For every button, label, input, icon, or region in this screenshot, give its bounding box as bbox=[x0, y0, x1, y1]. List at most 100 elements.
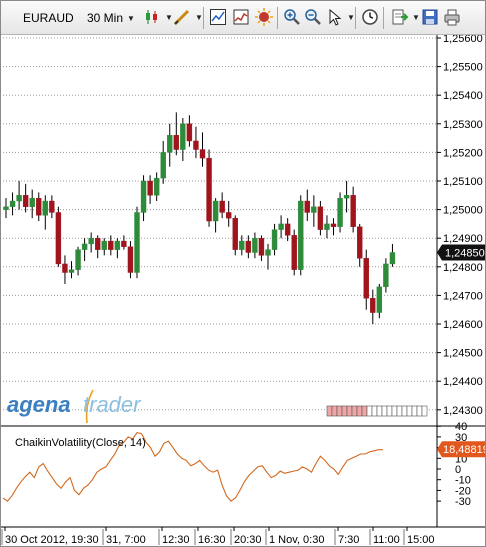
instrument-label: EURAUD bbox=[23, 11, 74, 25]
meter-cell bbox=[401, 405, 408, 417]
candle-body bbox=[212, 200, 219, 222]
indicator-icon[interactable] bbox=[232, 8, 250, 26]
candle-body bbox=[324, 223, 330, 230]
time-tick-label: 7:30 bbox=[338, 534, 359, 546]
time-tick-label: 15:00 bbox=[407, 534, 435, 546]
candle-body bbox=[55, 212, 62, 265]
logo-text-secondary: trader bbox=[83, 392, 142, 417]
price-tick-label: 1,25300 bbox=[443, 119, 483, 131]
price-chart[interactable]: 1,25600 1,25500 1,25400 1,25300 1,25200 1,251… bbox=[1, 35, 485, 546]
candle-body bbox=[376, 286, 383, 313]
meter-cell bbox=[351, 405, 358, 417]
zoom-in-icon[interactable] bbox=[283, 8, 301, 26]
chevron-down-icon[interactable]: ▼ bbox=[412, 13, 420, 22]
meter-cell bbox=[391, 405, 398, 417]
indicator-tick-label: 0 bbox=[455, 464, 461, 476]
print-icon[interactable] bbox=[443, 8, 461, 26]
candle-body bbox=[258, 237, 265, 256]
candle-body bbox=[225, 212, 232, 219]
time-tick-label: 20:30 bbox=[234, 534, 262, 546]
time-tick-label: 11:00 bbox=[373, 534, 400, 546]
candle-body bbox=[219, 200, 225, 213]
meter-cell bbox=[371, 405, 378, 417]
candle-body bbox=[9, 200, 16, 207]
price-tick-label: 1,24800 bbox=[443, 262, 483, 274]
indicator-title: ChaikinVolatility(Close, 14) bbox=[15, 437, 146, 449]
indicator-tick-label: 30 bbox=[455, 432, 467, 444]
grid-lines bbox=[3, 37, 437, 411]
chart-toolbar: EURAUD 30 Min ▼ ▼ ▼ bbox=[1, 1, 485, 35]
chevron-down-icon[interactable]: ▼ bbox=[347, 13, 355, 22]
candle-body bbox=[271, 229, 278, 250]
timeframe-selector[interactable]: 30 Min ▼ bbox=[87, 7, 135, 29]
clock-icon[interactable] bbox=[361, 8, 379, 26]
candle-body bbox=[62, 263, 68, 273]
candle-body bbox=[127, 246, 134, 273]
indicator-value-flag bbox=[437, 441, 485, 458]
chevron-down-icon[interactable]: ▼ bbox=[165, 13, 173, 22]
volume-meter bbox=[326, 405, 428, 417]
price-tick-label: 1,24500 bbox=[443, 348, 483, 360]
price-tick-label: 1,25200 bbox=[443, 147, 483, 159]
meter-cell bbox=[376, 405, 383, 417]
candle-body bbox=[140, 180, 147, 213]
zoom-out-icon[interactable] bbox=[304, 8, 322, 26]
candle-body bbox=[245, 240, 252, 253]
price-tick-label: 1,25600 bbox=[443, 35, 483, 45]
price-tick-label: 1,25100 bbox=[443, 176, 483, 188]
cursor-icon[interactable] bbox=[327, 8, 345, 26]
candle-body bbox=[75, 249, 81, 270]
instrument-selector[interactable]: EURAUD bbox=[23, 7, 74, 29]
candle-body bbox=[311, 206, 317, 213]
candle-body bbox=[88, 237, 94, 245]
chevron-down-icon[interactable]: ▼ bbox=[195, 13, 203, 22]
meter-cell bbox=[326, 405, 333, 417]
chart-properties-icon[interactable] bbox=[209, 8, 227, 26]
export-icon[interactable] bbox=[391, 8, 409, 26]
candle-body bbox=[108, 240, 114, 250]
candle-body bbox=[167, 135, 173, 153]
candle-body bbox=[317, 206, 324, 230]
meter-cell bbox=[331, 405, 338, 417]
meter-cell bbox=[336, 405, 343, 417]
candle-body bbox=[363, 258, 369, 299]
chevron-down-icon: ▼ bbox=[127, 13, 135, 23]
drawing-pen-icon[interactable] bbox=[173, 8, 191, 26]
candle-body bbox=[383, 263, 389, 288]
candle-body bbox=[284, 223, 291, 236]
meter-cell bbox=[346, 405, 353, 417]
candle-body bbox=[389, 252, 396, 265]
candle-type-icon[interactable] bbox=[143, 8, 161, 26]
meter-cell bbox=[366, 405, 373, 417]
time-tick-label: 30 Oct 2012, 19:30 bbox=[5, 534, 99, 546]
candle-body bbox=[193, 140, 199, 150]
indicator-tick-label: -10 bbox=[455, 475, 471, 487]
candle-body bbox=[121, 240, 127, 247]
candle-body bbox=[357, 226, 363, 259]
price-tick-label: 1,24900 bbox=[443, 233, 483, 245]
indicator-value-label: 18,48819 bbox=[443, 444, 485, 456]
meter-cell bbox=[416, 405, 423, 417]
candle-body bbox=[337, 197, 343, 227]
save-icon[interactable] bbox=[421, 8, 439, 26]
candle-body bbox=[94, 237, 101, 250]
meter-cell bbox=[411, 405, 418, 417]
candle-body bbox=[232, 217, 238, 250]
signal-icon[interactable] bbox=[255, 8, 273, 26]
candle-body bbox=[370, 298, 376, 313]
time-tick-label: 1 Nov, 0:30 bbox=[269, 534, 324, 546]
candle-body bbox=[134, 212, 140, 273]
candle-body bbox=[330, 223, 337, 227]
time-tick-label: 31, 7:00 bbox=[106, 534, 146, 546]
meter-cell bbox=[386, 405, 393, 417]
meter-cell bbox=[406, 405, 413, 417]
meter-cell bbox=[356, 405, 363, 417]
chaikin-volatility-line bbox=[2, 431, 383, 502]
candle-body bbox=[49, 200, 55, 213]
logo-text-primary: agena bbox=[7, 392, 71, 417]
candle-body bbox=[173, 135, 180, 150]
time-tick-label: 16:30 bbox=[198, 534, 226, 546]
axis-labels: 1,25600 1,25500 1,25400 1,25300 1,25200 1,251… bbox=[5, 35, 485, 546]
price-tick-label: 1,25000 bbox=[443, 205, 483, 217]
price-tick-label: 1,25500 bbox=[443, 62, 483, 74]
